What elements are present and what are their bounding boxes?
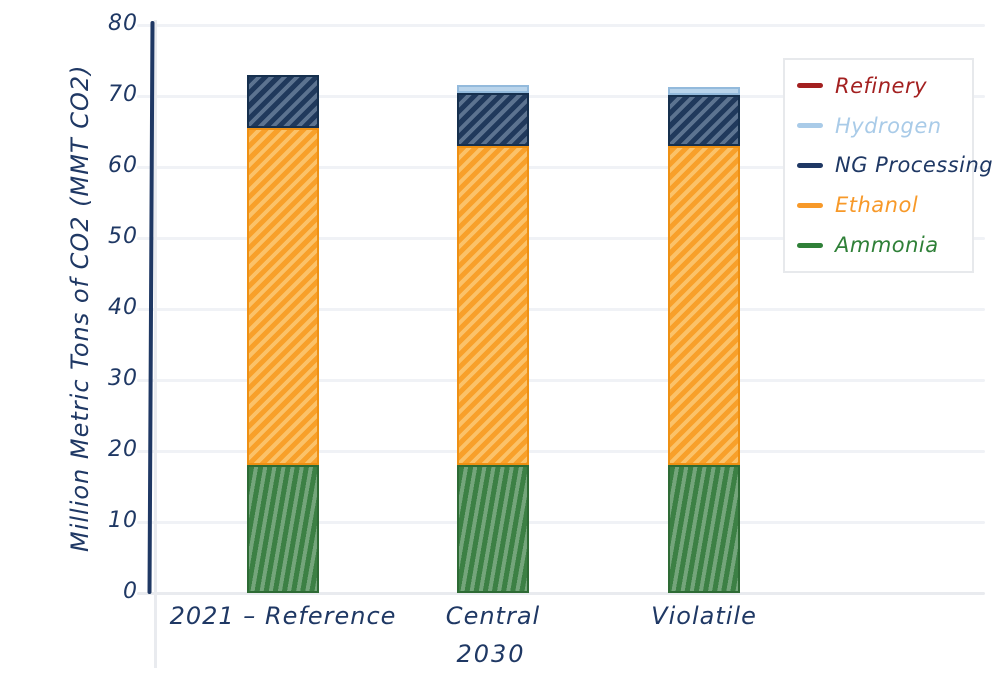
legend-item-ng-processing: NG Processing — [797, 153, 993, 177]
y-tick-60: 60 — [108, 153, 138, 178]
bar-segment-ammonia — [668, 465, 740, 593]
bar-segment-ng-processing — [247, 74, 319, 128]
gridline-50 — [137, 237, 985, 240]
legend-label: Ammonia — [835, 233, 939, 258]
gridline-70 — [137, 95, 985, 98]
y-tick-40: 40 — [108, 295, 138, 320]
legend-item-ethanol: Ethanol — [797, 193, 972, 217]
gridline-10 — [137, 521, 985, 524]
y-tick-0: 0 — [123, 579, 138, 604]
bar-segment-ng-processing — [457, 93, 529, 146]
x-tick-2021-reference: 2021 – Reference — [169, 602, 397, 630]
x-tick-violatile: Violatile — [651, 602, 757, 630]
legend-marker-icon — [797, 242, 823, 248]
bar-2021-reference — [247, 74, 319, 593]
gridline-40 — [137, 308, 985, 311]
y-axis-spine — [154, 20, 157, 668]
bar-segment-hydrogen — [668, 87, 740, 96]
legend-item-ammonia: Ammonia — [797, 233, 972, 257]
gridline-30 — [137, 379, 985, 382]
legend-item-hydrogen: Hydrogen — [797, 114, 972, 138]
y-tick-80: 80 — [108, 11, 138, 36]
gridline-20 — [137, 450, 985, 453]
x-tick-central: Central — [445, 602, 541, 630]
legend-label: Ethanol — [835, 193, 919, 218]
gridline-80 — [137, 24, 985, 27]
legend-label: Refinery — [835, 73, 928, 98]
bar-segment-ng-processing — [668, 95, 740, 146]
bar-segment-ammonia — [247, 465, 319, 593]
bar-segment-hydrogen — [457, 85, 529, 94]
y-tick-20: 20 — [108, 437, 138, 462]
legend-marker-icon — [797, 202, 823, 208]
legend-item-refinery: Refinery — [797, 74, 972, 98]
legend: Refinery Hydrogen NG Processing Ethanol Ammo… — [783, 58, 993, 273]
legend-label: NG Processing — [835, 153, 994, 178]
bar-segment-ethanol — [457, 145, 529, 466]
x-axis-title: 2030 — [456, 640, 526, 668]
legend-marker-icon — [797, 162, 823, 168]
legend-label: Hydrogen — [835, 113, 942, 138]
y-tick-70: 70 — [108, 82, 138, 107]
gridline-0 — [137, 592, 985, 595]
bar-central — [457, 85, 529, 593]
bar-segment-ammonia — [457, 465, 529, 593]
legend-marker-icon — [797, 123, 823, 129]
bar-segment-ethanol — [668, 145, 740, 466]
gridline-60 — [137, 166, 985, 169]
y-tick-10: 10 — [108, 508, 138, 533]
legend-marker-icon — [797, 83, 823, 89]
bar-violatile — [668, 87, 740, 593]
y-tick-50: 50 — [108, 224, 138, 249]
y-tick-30: 30 — [108, 366, 138, 391]
bar-segment-ethanol — [247, 127, 319, 466]
